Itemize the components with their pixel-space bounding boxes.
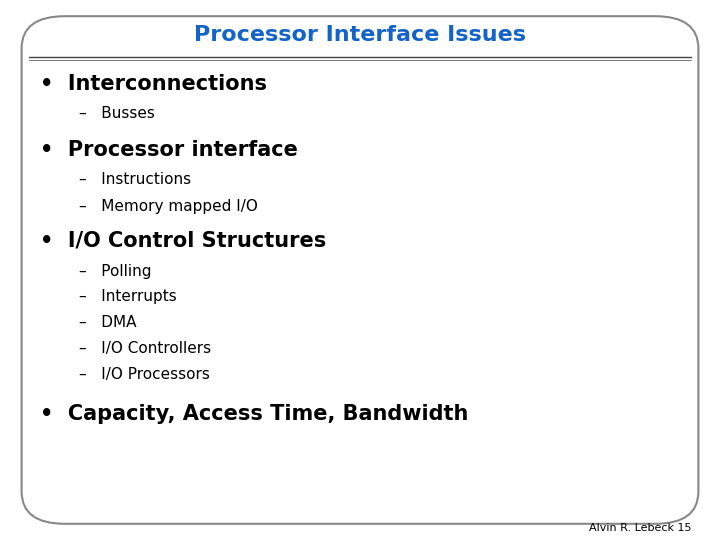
FancyBboxPatch shape	[22, 16, 698, 524]
Text: –   Instructions: – Instructions	[79, 172, 192, 187]
Text: •  Interconnections: • Interconnections	[40, 73, 266, 94]
Text: –   I/O Processors: – I/O Processors	[79, 367, 210, 382]
Text: –   Busses: – Busses	[79, 106, 155, 121]
Text: •  Processor interface: • Processor interface	[40, 139, 297, 160]
Text: –   Polling: – Polling	[79, 264, 152, 279]
Text: –   Interrupts: – Interrupts	[79, 289, 177, 305]
Text: –   Memory mapped I/O: – Memory mapped I/O	[79, 199, 258, 214]
Text: •  I/O Control Structures: • I/O Control Structures	[40, 231, 326, 251]
Text: –   DMA: – DMA	[79, 315, 137, 330]
Text: •  Capacity, Access Time, Bandwidth: • Capacity, Access Time, Bandwidth	[40, 403, 468, 424]
Text: –   I/O Controllers: – I/O Controllers	[79, 341, 212, 356]
Text: Alvin R. Lebeck 15: Alvin R. Lebeck 15	[589, 523, 691, 533]
Text: Processor Interface Issues: Processor Interface Issues	[194, 25, 526, 45]
